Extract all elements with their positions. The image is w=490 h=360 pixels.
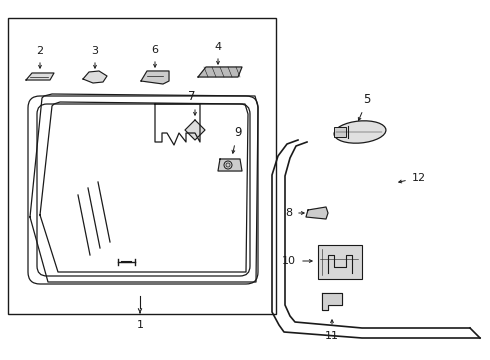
Text: 9: 9 bbox=[234, 126, 242, 139]
Text: 10: 10 bbox=[282, 256, 296, 266]
Polygon shape bbox=[322, 293, 342, 310]
Text: 2: 2 bbox=[36, 46, 44, 56]
Polygon shape bbox=[198, 67, 242, 77]
Polygon shape bbox=[26, 73, 54, 80]
Ellipse shape bbox=[334, 121, 386, 143]
Text: 11: 11 bbox=[325, 331, 339, 341]
Text: 7: 7 bbox=[188, 90, 196, 103]
Text: 3: 3 bbox=[92, 46, 98, 56]
Text: 4: 4 bbox=[215, 42, 221, 52]
Text: 1: 1 bbox=[137, 320, 144, 330]
Text: 12: 12 bbox=[412, 173, 426, 183]
Bar bbox=[318, 245, 362, 279]
Text: 5: 5 bbox=[363, 93, 371, 106]
Bar bbox=[334, 127, 346, 137]
Text: 8: 8 bbox=[285, 208, 292, 218]
Polygon shape bbox=[306, 207, 328, 219]
Polygon shape bbox=[141, 71, 169, 84]
Polygon shape bbox=[83, 71, 107, 83]
Polygon shape bbox=[218, 159, 242, 171]
Bar bbox=[8, 18, 276, 314]
Text: 6: 6 bbox=[151, 45, 158, 55]
Polygon shape bbox=[185, 120, 205, 140]
